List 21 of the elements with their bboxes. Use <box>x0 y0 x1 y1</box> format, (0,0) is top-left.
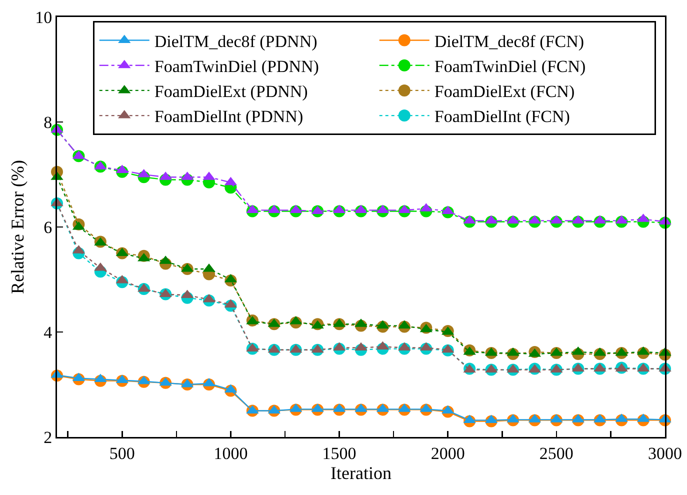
y-tick-label: 8 <box>44 112 52 132</box>
legend-label: FoamDielExt (FCN) <box>434 82 575 102</box>
y-tick-label: 6 <box>44 218 52 237</box>
x-axis-title: Iteration <box>330 462 392 483</box>
legend-label: FoamTwinDiel (FCN) <box>434 56 586 76</box>
legend-label: FoamTwinDiel (PDNN) <box>154 56 319 76</box>
legend-label: FoamDielInt (FCN) <box>434 107 570 126</box>
y-tick-label: 2 <box>44 428 52 447</box>
x-tick-label: 2500 <box>539 444 574 463</box>
y-tick-label: 4 <box>44 322 53 342</box>
x-tick-label: 1500 <box>322 444 356 463</box>
x-tick-label: 2000 <box>430 444 465 463</box>
legend-label: FoamDielInt (PDNN) <box>154 107 304 126</box>
x-tick-label: 500 <box>109 444 135 463</box>
y-axis-title: Relative Error (%) <box>8 160 28 294</box>
x-tick-label: 1000 <box>214 444 248 463</box>
y-tick-label: 10 <box>35 8 52 27</box>
legend-label: FoamDielExt (PDNN) <box>154 82 308 102</box>
legend-label: DielTM_dec8f (FCN) <box>434 32 584 51</box>
x-tick-label: 3000 <box>648 444 682 463</box>
legend-label: DielTM_dec8f (PDNN) <box>154 32 318 51</box>
